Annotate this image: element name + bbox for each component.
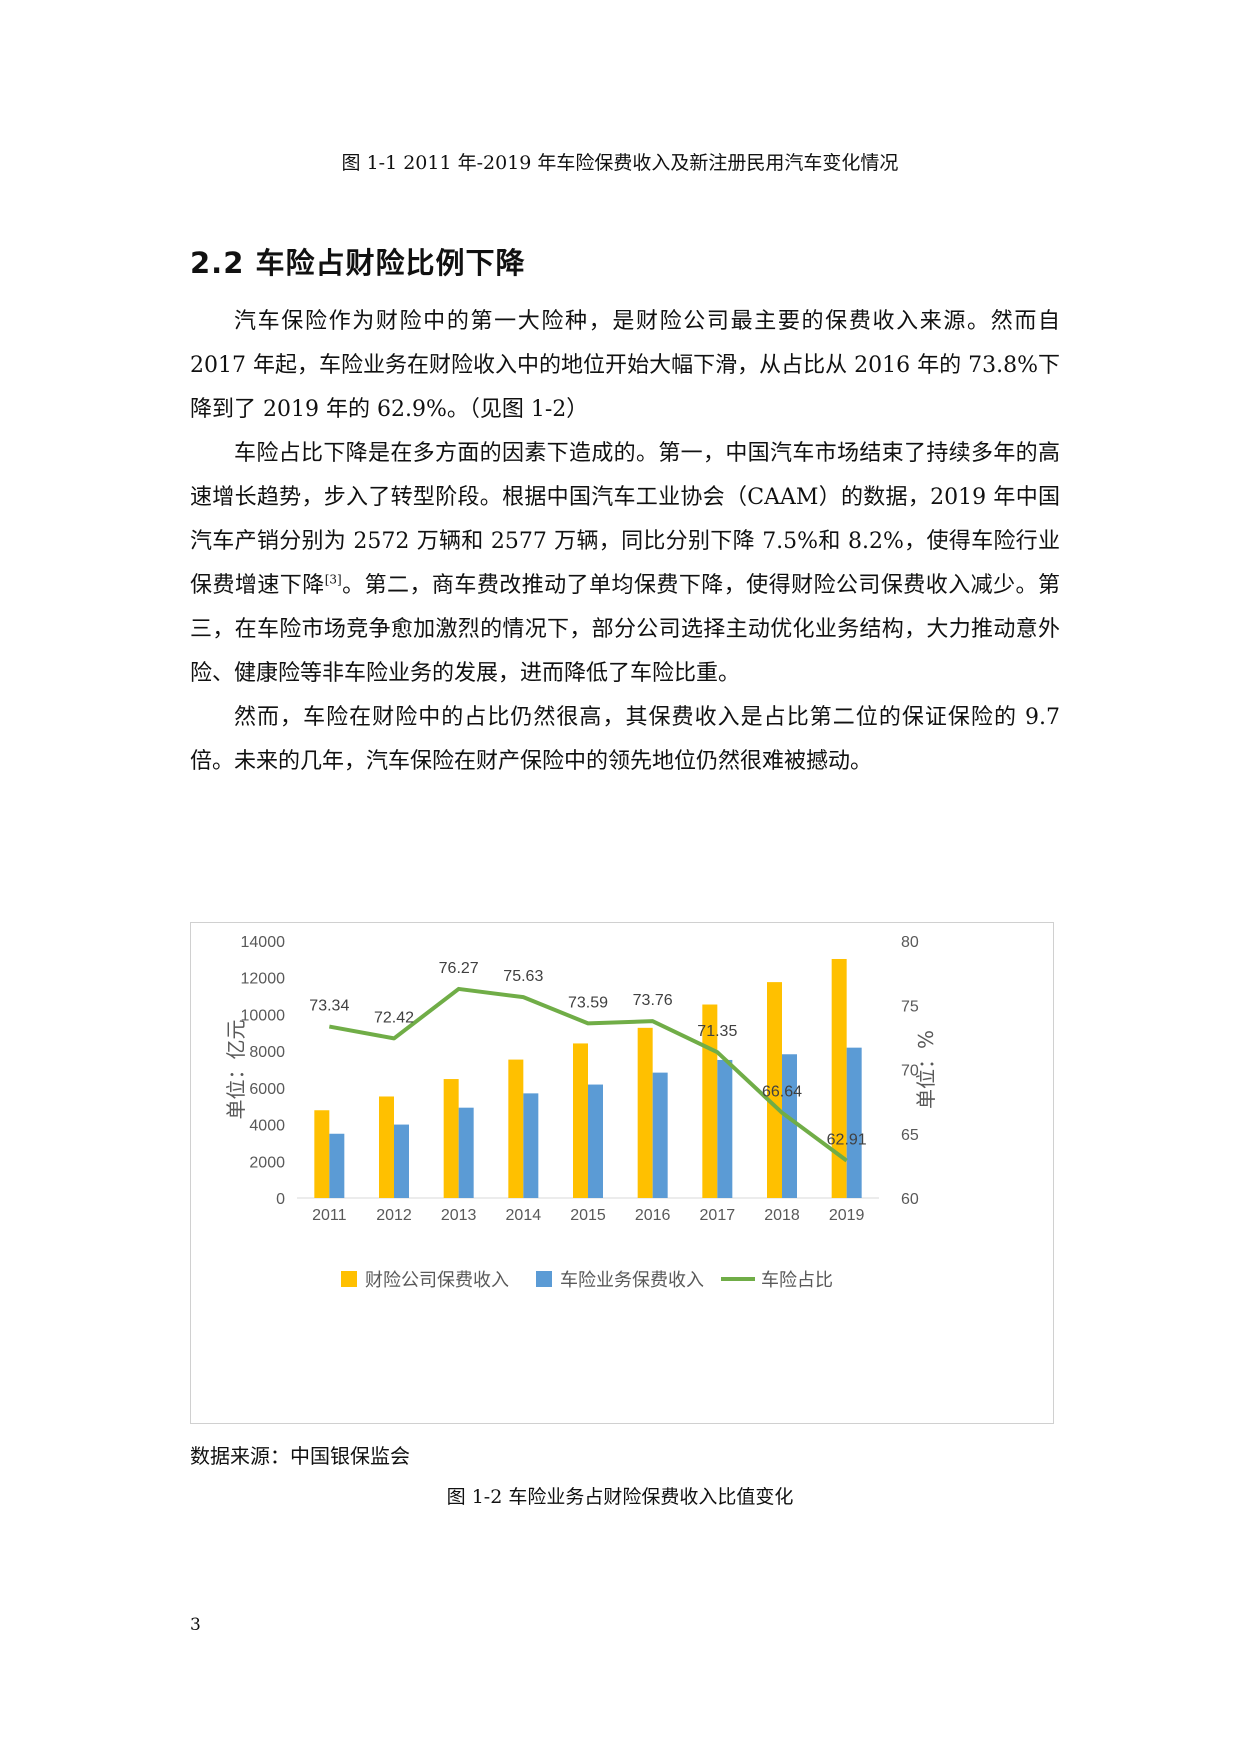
paragraph-2-text-a: 车险占比下降是在多方面的因素下造成的。第一，中国汽车市场结束了持续多年的高速增长… [190,441,1060,598]
body-text: 汽车保险作为财险中的第一大险种，是财险公司最主要的保费收入来源。然而自 2017… [190,300,1060,784]
bar-auto-premium [846,1047,862,1198]
legend-label: 车险业务保费收入 [560,1270,704,1291]
y-tick-label: 10000 [241,1007,286,1024]
ratio-data-label: 73.34 [309,998,349,1015]
y-tick-label: 8000 [249,1044,285,1061]
paragraph-2-text-b: 。第二，商车费改推动了单均保费下降，使得财险公司保费收入减少。第三，在车险市场竞… [190,573,1060,686]
y2-tick-label: 70 [901,1063,919,1080]
y-tick-label: 6000 [249,1081,285,1098]
bar-auto-premium [782,1054,797,1198]
legend-label: 财险公司保费收入 [365,1270,509,1291]
y2-tick-label: 75 [901,998,919,1015]
y-tick-label: 4000 [249,1118,285,1135]
x-tick-label: 2016 [635,1207,671,1224]
y-tick-label: 12000 [241,971,286,988]
y-tick-label: 0 [276,1191,285,1208]
page-number: 3 [190,1615,201,1635]
x-tick-label: 2011 [312,1207,347,1224]
ratio-data-label: 71.35 [697,1023,737,1040]
legend-swatch [536,1271,552,1287]
paragraph-1: 汽车保险作为财险中的第一大险种，是财险公司最主要的保费收入来源。然而自 2017… [190,309,1060,422]
ratio-data-label: 73.59 [568,994,608,1011]
citation-ref[interactable]: [3] [324,572,342,587]
x-tick-label: 2018 [764,1207,800,1224]
chart-container: 0 2000 4000 6000 8000 10000 12000 14000 60 65 70 75… [190,922,1054,1424]
bar-auto-premium [717,1059,733,1198]
bar-total-premium [508,1059,524,1198]
ratio-data-label: 73.76 [633,992,673,1009]
y-axis-title: 单位：亿元 [224,1020,248,1120]
data-source-note: 数据来源：中国银保监会 [190,1444,410,1468]
bar-total-premium [443,1079,459,1198]
y2-tick-label: 60 [901,1191,919,1208]
ratio-data-label: 72.42 [374,1009,414,1026]
legend-swatch [341,1271,357,1287]
bar-total-premium [702,1004,718,1198]
bar-auto-premium [394,1124,409,1198]
x-tick-label: 2015 [570,1207,606,1224]
y-tick-label: 2000 [249,1154,285,1171]
paragraph-3: 然而，车险在财险中的占比仍然很高，其保费收入是占比第二位的保证保险的 9.7 倍… [190,705,1060,774]
bar-total-premium [767,982,782,1198]
x-tick-label: 2014 [506,1207,542,1224]
figure-1-2-caption: 图 1-2 车险业务占财险保费收入比值变化 [446,1486,794,1508]
y2-tick-label: 80 [901,934,919,951]
legend-label: 车险占比 [761,1270,833,1291]
y-tick-label: 14000 [241,934,286,951]
y2-axis-title: 单位：% [914,1030,938,1109]
bar-total-premium [831,958,847,1198]
ratio-line [328,986,848,1163]
figure-1-1-caption: 图 1-1 2011 年-2019 年车险保费收入及新注册民用汽车变化情况 [341,152,899,174]
paragraph-2: 车险占比下降是在多方面的因素下造成的。第一，中国汽车市场结束了持续多年的高速增长… [190,432,1060,696]
bar-auto-premium [458,1107,474,1198]
x-tick-label: 2019 [829,1207,865,1224]
bar-auto-premium [588,1084,603,1198]
x-tick-label: 2013 [441,1207,477,1224]
bar-total-premium [573,1043,588,1198]
bar-total-premium [314,1110,330,1198]
x-tick-label: 2012 [376,1207,412,1224]
bar-total-premium [637,1027,653,1198]
y2-tick-label: 65 [901,1127,919,1144]
bar-total-premium [379,1096,394,1198]
ratio-data-label: 76.27 [439,960,479,977]
combo-chart: 0 2000 4000 6000 8000 10000 12000 14000 60 65 70 75… [224,934,938,1291]
ratio-data-label: 75.63 [503,968,543,985]
bar-auto-premium [652,1072,668,1198]
ratio-data-label: 66.64 [762,1084,802,1101]
ratio-data-label: 62.91 [827,1132,867,1149]
x-tick-label: 2017 [700,1207,736,1224]
section-heading: 2.2 车险占财险比例下降 [190,246,526,280]
bar-auto-premium [329,1133,345,1198]
bar-auto-premium [523,1093,539,1198]
